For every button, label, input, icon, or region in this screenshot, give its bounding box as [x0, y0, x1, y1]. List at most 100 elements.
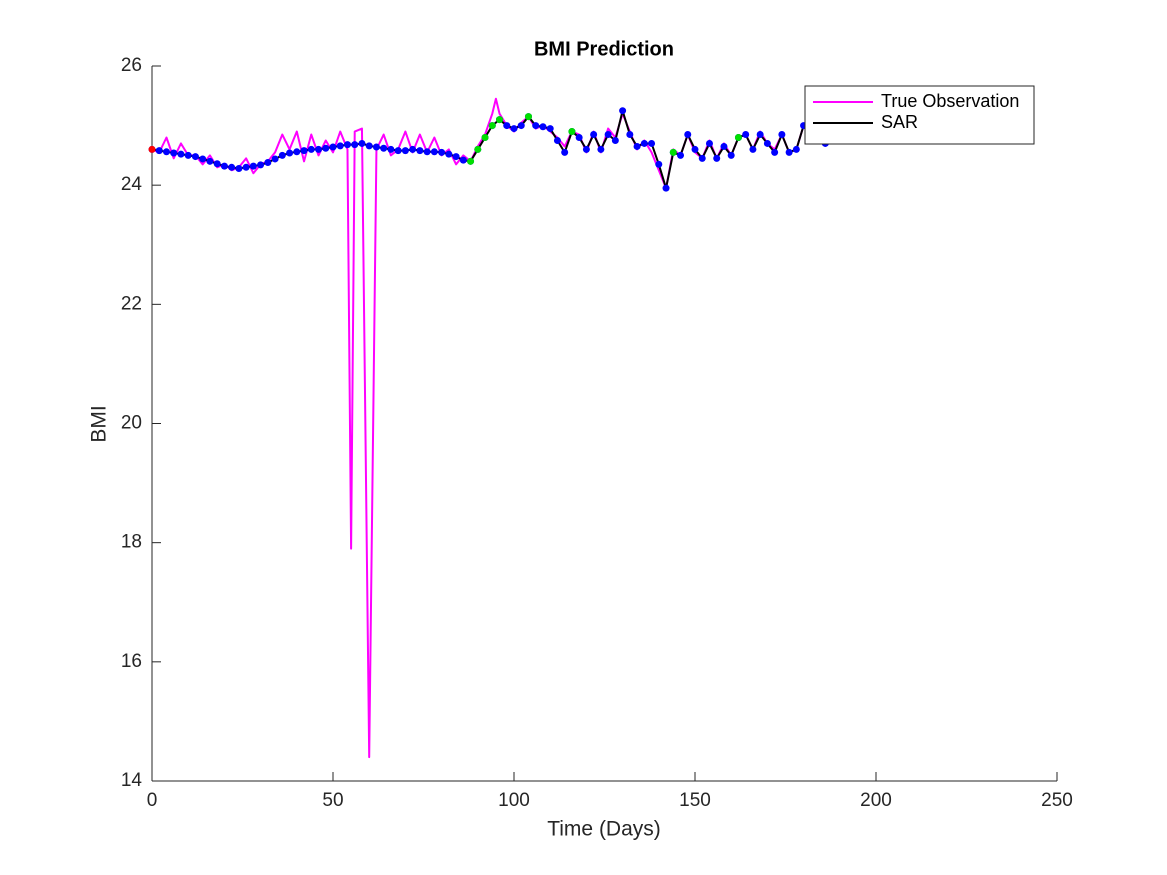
- marker: [496, 116, 504, 124]
- marker: [756, 131, 764, 139]
- y-tick-label: 24: [121, 174, 143, 195]
- marker: [445, 150, 453, 158]
- marker: [365, 142, 373, 150]
- marker: [220, 162, 228, 170]
- marker: [315, 145, 323, 153]
- marker: [503, 122, 511, 130]
- marker: [648, 139, 656, 147]
- y-tick-label: 26: [121, 55, 142, 76]
- marker: [459, 156, 467, 164]
- marker: [590, 131, 598, 139]
- marker: [206, 157, 214, 165]
- marker: [597, 145, 605, 153]
- marker: [372, 143, 380, 151]
- marker: [742, 131, 750, 139]
- x-tick-label: 150: [679, 790, 711, 811]
- marker: [423, 148, 431, 156]
- marker: [155, 147, 163, 155]
- x-tick-label: 200: [860, 790, 892, 811]
- marker: [633, 142, 641, 150]
- marker: [546, 125, 554, 133]
- marker: [517, 122, 525, 130]
- marker: [228, 163, 236, 171]
- marker: [684, 131, 692, 139]
- x-tick-label: 50: [322, 790, 343, 811]
- legend-label: SAR: [881, 112, 918, 132]
- marker: [524, 113, 532, 121]
- y-tick-label: 18: [121, 532, 142, 553]
- marker: [792, 145, 800, 153]
- y-tick-label: 20: [121, 413, 142, 434]
- marker: [358, 139, 366, 147]
- x-tick-label: 0: [147, 790, 158, 811]
- marker: [532, 122, 540, 130]
- marker: [713, 154, 721, 162]
- marker: [329, 143, 337, 151]
- marker: [380, 144, 388, 152]
- marker: [705, 139, 713, 147]
- marker: [430, 148, 438, 156]
- marker: [488, 122, 496, 130]
- x-tick-label: 250: [1041, 790, 1073, 811]
- marker: [199, 155, 207, 163]
- y-tick-label: 14: [121, 770, 143, 791]
- marker: [691, 145, 699, 153]
- legend-box: [804, 85, 1035, 145]
- marker: [481, 134, 489, 141]
- marker: [640, 139, 648, 147]
- marker: [351, 141, 359, 149]
- marker: [727, 151, 735, 159]
- marker: [611, 136, 619, 144]
- marker: [264, 159, 272, 167]
- marker: [387, 145, 395, 153]
- marker: [553, 136, 561, 144]
- marker: [749, 145, 757, 153]
- marker: [249, 162, 257, 170]
- marker: [257, 161, 265, 169]
- chart-title: BMI Prediction: [534, 38, 674, 60]
- marker: [677, 151, 685, 159]
- marker: [170, 149, 178, 157]
- marker: [568, 128, 576, 136]
- marker: [271, 155, 279, 163]
- marker: [763, 139, 771, 147]
- marker: [235, 164, 243, 172]
- marker: [778, 131, 786, 139]
- marker: [322, 144, 330, 152]
- marker: [394, 147, 402, 155]
- x-axis-label: Time (Days): [547, 818, 661, 841]
- marker: [409, 145, 417, 153]
- marker: [416, 147, 424, 155]
- marker: [307, 145, 315, 153]
- marker: [510, 125, 518, 133]
- marker: [278, 151, 286, 159]
- marker: [293, 148, 301, 156]
- marker: [177, 150, 185, 158]
- marker: [452, 153, 460, 161]
- marker: [539, 123, 547, 131]
- legend-label: True Observation: [881, 91, 1019, 111]
- y-tick-label: 22: [121, 293, 142, 314]
- marker: [148, 145, 156, 153]
- marker: [213, 160, 221, 168]
- y-tick-label: 16: [121, 651, 142, 672]
- marker: [300, 147, 308, 155]
- marker: [771, 148, 779, 156]
- marker: [655, 160, 663, 168]
- marker: [162, 148, 170, 156]
- y-axis-label: BMI: [88, 405, 111, 442]
- marker: [604, 131, 612, 139]
- marker: [662, 184, 670, 192]
- marker: [401, 147, 409, 155]
- marker: [669, 148, 677, 156]
- marker: [785, 148, 793, 156]
- marker: [286, 149, 294, 157]
- marker: [438, 148, 446, 156]
- marker: [474, 145, 482, 153]
- marker: [582, 145, 590, 153]
- marker: [242, 163, 250, 171]
- marker: [698, 154, 706, 162]
- marker: [575, 134, 583, 141]
- marker: [734, 134, 742, 141]
